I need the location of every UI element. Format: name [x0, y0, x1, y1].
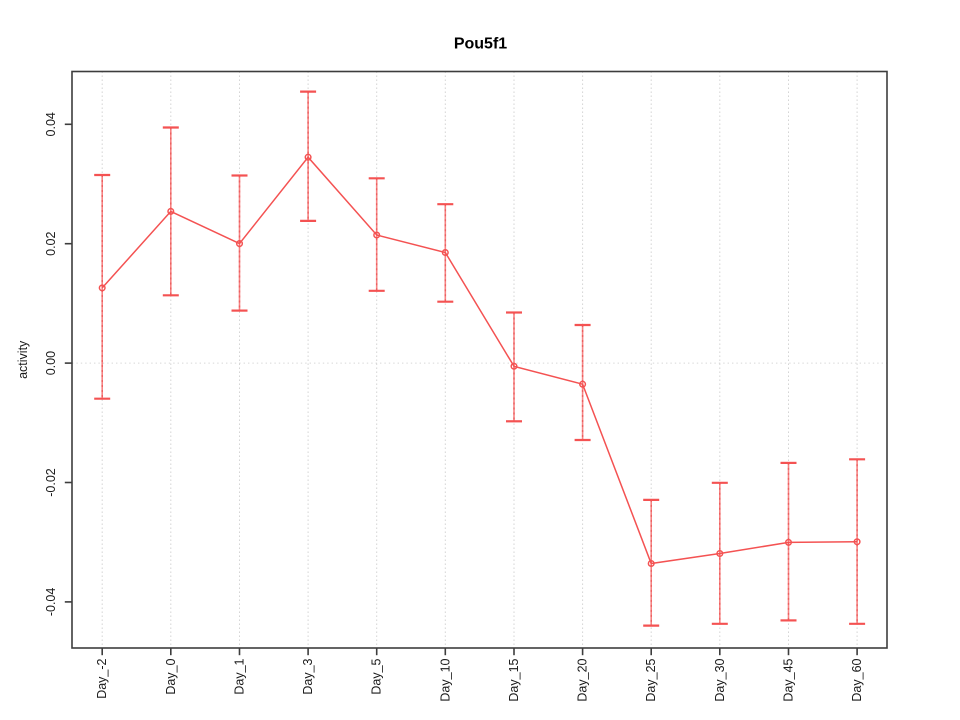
svg-text:Day_10: Day_10 [438, 658, 452, 701]
svg-text:Day_-2: Day_-2 [95, 658, 109, 698]
svg-text:Day_0: Day_0 [164, 658, 178, 694]
svg-text:Day_20: Day_20 [576, 658, 590, 701]
svg-text:Day_30: Day_30 [713, 658, 727, 701]
svg-text:-0.04: -0.04 [44, 588, 58, 617]
svg-text:0.04: 0.04 [44, 112, 58, 136]
svg-text:Day_3: Day_3 [301, 658, 315, 694]
svg-text:Day_15: Day_15 [507, 658, 521, 701]
svg-text:0.00: 0.00 [44, 351, 58, 375]
svg-text:Day_60: Day_60 [850, 658, 864, 701]
svg-text:-0.02: -0.02 [44, 468, 58, 497]
svg-text:Day_25: Day_25 [644, 658, 658, 701]
svg-text:Pou5f1: Pou5f1 [454, 36, 507, 53]
svg-text:0.02: 0.02 [44, 231, 58, 255]
svg-text:activity: activity [16, 340, 30, 379]
svg-text:Day_45: Day_45 [782, 658, 796, 701]
svg-text:Day_1: Day_1 [233, 658, 247, 694]
svg-text:Day_5: Day_5 [370, 658, 384, 694]
